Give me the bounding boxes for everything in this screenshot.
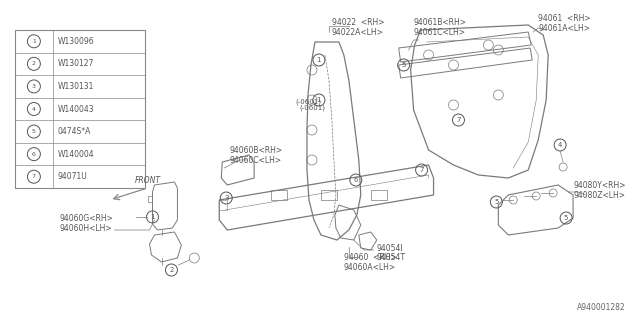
Text: W130131: W130131 [58,82,94,91]
Text: 94022  <RH>: 94022 <RH> [332,18,385,27]
Text: 5: 5 [401,62,406,68]
Text: 1: 1 [317,97,321,103]
Text: (-0601): (-0601) [299,105,325,111]
Text: 6: 6 [353,177,358,183]
Text: 94080Z<LH>: 94080Z<LH> [573,190,625,199]
Text: 1: 1 [32,39,36,44]
Text: 2: 2 [169,267,173,273]
Bar [271,190,287,200]
Text: 1: 1 [150,214,155,220]
Text: 5: 5 [32,129,36,134]
Text: (-0601): (-0601) [295,99,321,105]
Text: W130096: W130096 [58,37,95,46]
Text: 94061  <RH>: 94061 <RH> [538,13,591,22]
Text: 94060B<RH>: 94060B<RH> [229,146,282,155]
Text: 94022A<LH>: 94022A<LH> [332,28,384,36]
Bar [15,30,145,188]
Text: W140004: W140004 [58,150,95,159]
Text: 3: 3 [224,195,228,201]
Text: 94061A<LH>: 94061A<LH> [538,23,590,33]
Text: 5: 5 [494,199,499,205]
Text: W130127: W130127 [58,59,94,68]
Text: 94061B<RH>: 94061B<RH> [413,18,467,27]
Text: 94061C<LH>: 94061C<LH> [413,28,466,36]
Text: 6: 6 [32,152,36,157]
Text: 4: 4 [558,142,563,148]
Bar [321,190,337,200]
Text: W140043: W140043 [58,105,95,114]
Text: 94071U: 94071U [58,172,88,181]
Text: 7: 7 [32,174,36,179]
Text: 4: 4 [32,107,36,111]
Text: 3: 3 [32,84,36,89]
Text: 5: 5 [564,215,568,221]
Text: 94080Y<RH>: 94080Y<RH> [573,180,625,189]
Text: 1: 1 [317,57,321,63]
Text: 7: 7 [456,117,461,123]
Text: FRONT: FRONT [134,176,161,185]
Text: 94060H<LH>: 94060H<LH> [60,223,113,233]
Text: 94060A<LH>: 94060A<LH> [344,263,396,273]
Text: 0474S*A: 0474S*A [58,127,91,136]
Text: 94060  <RH>: 94060 <RH> [344,253,397,262]
Text: 94054I: 94054I [377,244,403,252]
Text: 94060C<LH>: 94060C<LH> [229,156,282,164]
Text: 94060G<RH>: 94060G<RH> [60,213,114,222]
Text: A940001282: A940001282 [577,303,626,312]
Bar [371,190,387,200]
Text: 7: 7 [419,167,424,173]
Text: 94054T: 94054T [377,253,406,262]
Text: 2: 2 [32,61,36,66]
